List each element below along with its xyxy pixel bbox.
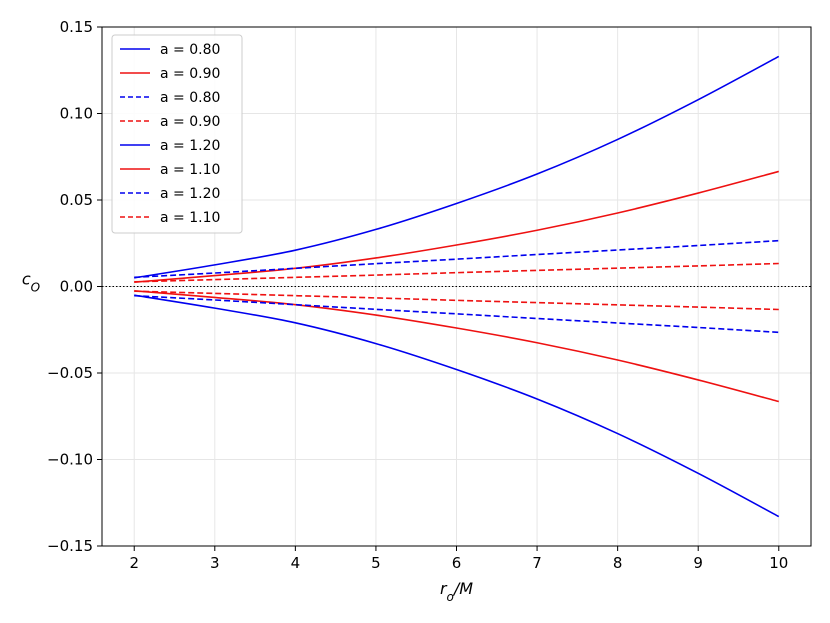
x-tick-label: 2	[129, 554, 139, 572]
legend-label: a = 1.10	[160, 162, 220, 178]
x-tick-label: 8	[613, 554, 623, 572]
legend-box	[111, 34, 243, 234]
y-tick-label: −0.15	[47, 537, 93, 555]
y-tick-label: 0.10	[60, 105, 93, 123]
series-line-4	[134, 262, 779, 283]
y-tick-label: 0.05	[60, 191, 93, 209]
y-tick-label: −0.10	[47, 451, 93, 469]
series-line-6	[134, 290, 779, 403]
legend-label: a = 1.20	[160, 138, 220, 154]
series-line-7	[134, 294, 779, 334]
series-line-1	[134, 55, 780, 279]
y-tick-label: 0.00	[60, 278, 93, 296]
x-tick-label: 4	[291, 554, 301, 572]
legend-label: a = 1.10	[160, 210, 220, 226]
legend-label: a = 0.80	[160, 90, 220, 106]
x-tick-label: 3	[210, 554, 220, 572]
series-line-3	[134, 239, 779, 279]
x-tick-label: 10	[769, 554, 788, 572]
x-tick-label: 7	[532, 554, 542, 572]
legend-label: a = 0.80	[160, 42, 220, 58]
legend: a = 0.80 a = 0.90 a = 0.80 a = 0.90 a = 1.20…	[111, 34, 243, 234]
legend-label: a = 0.90	[160, 66, 220, 82]
series-line-2	[134, 170, 779, 283]
x-tick-label: 6	[452, 554, 462, 572]
y-axis-label: cO	[22, 270, 40, 295]
legend-label: a = 1.20	[160, 186, 220, 202]
x-axis-ticks: 2 3 4 5 6 7 8 9 10	[129, 546, 788, 572]
series-lines	[134, 55, 780, 518]
series-line-5	[134, 294, 780, 518]
y-tick-label: −0.05	[47, 364, 93, 382]
x-axis-label: ro/M	[440, 579, 473, 604]
x-tick-label: 9	[693, 554, 703, 572]
x-tick-label: 5	[371, 554, 381, 572]
y-tick-label: 0.15	[60, 18, 93, 36]
legend-label: a = 0.90	[160, 114, 220, 130]
series-line-8	[134, 290, 779, 311]
y-axis-ticks: 0.15 0.10 0.05 0.00 −0.05 −0.10 −0.15	[47, 18, 102, 555]
